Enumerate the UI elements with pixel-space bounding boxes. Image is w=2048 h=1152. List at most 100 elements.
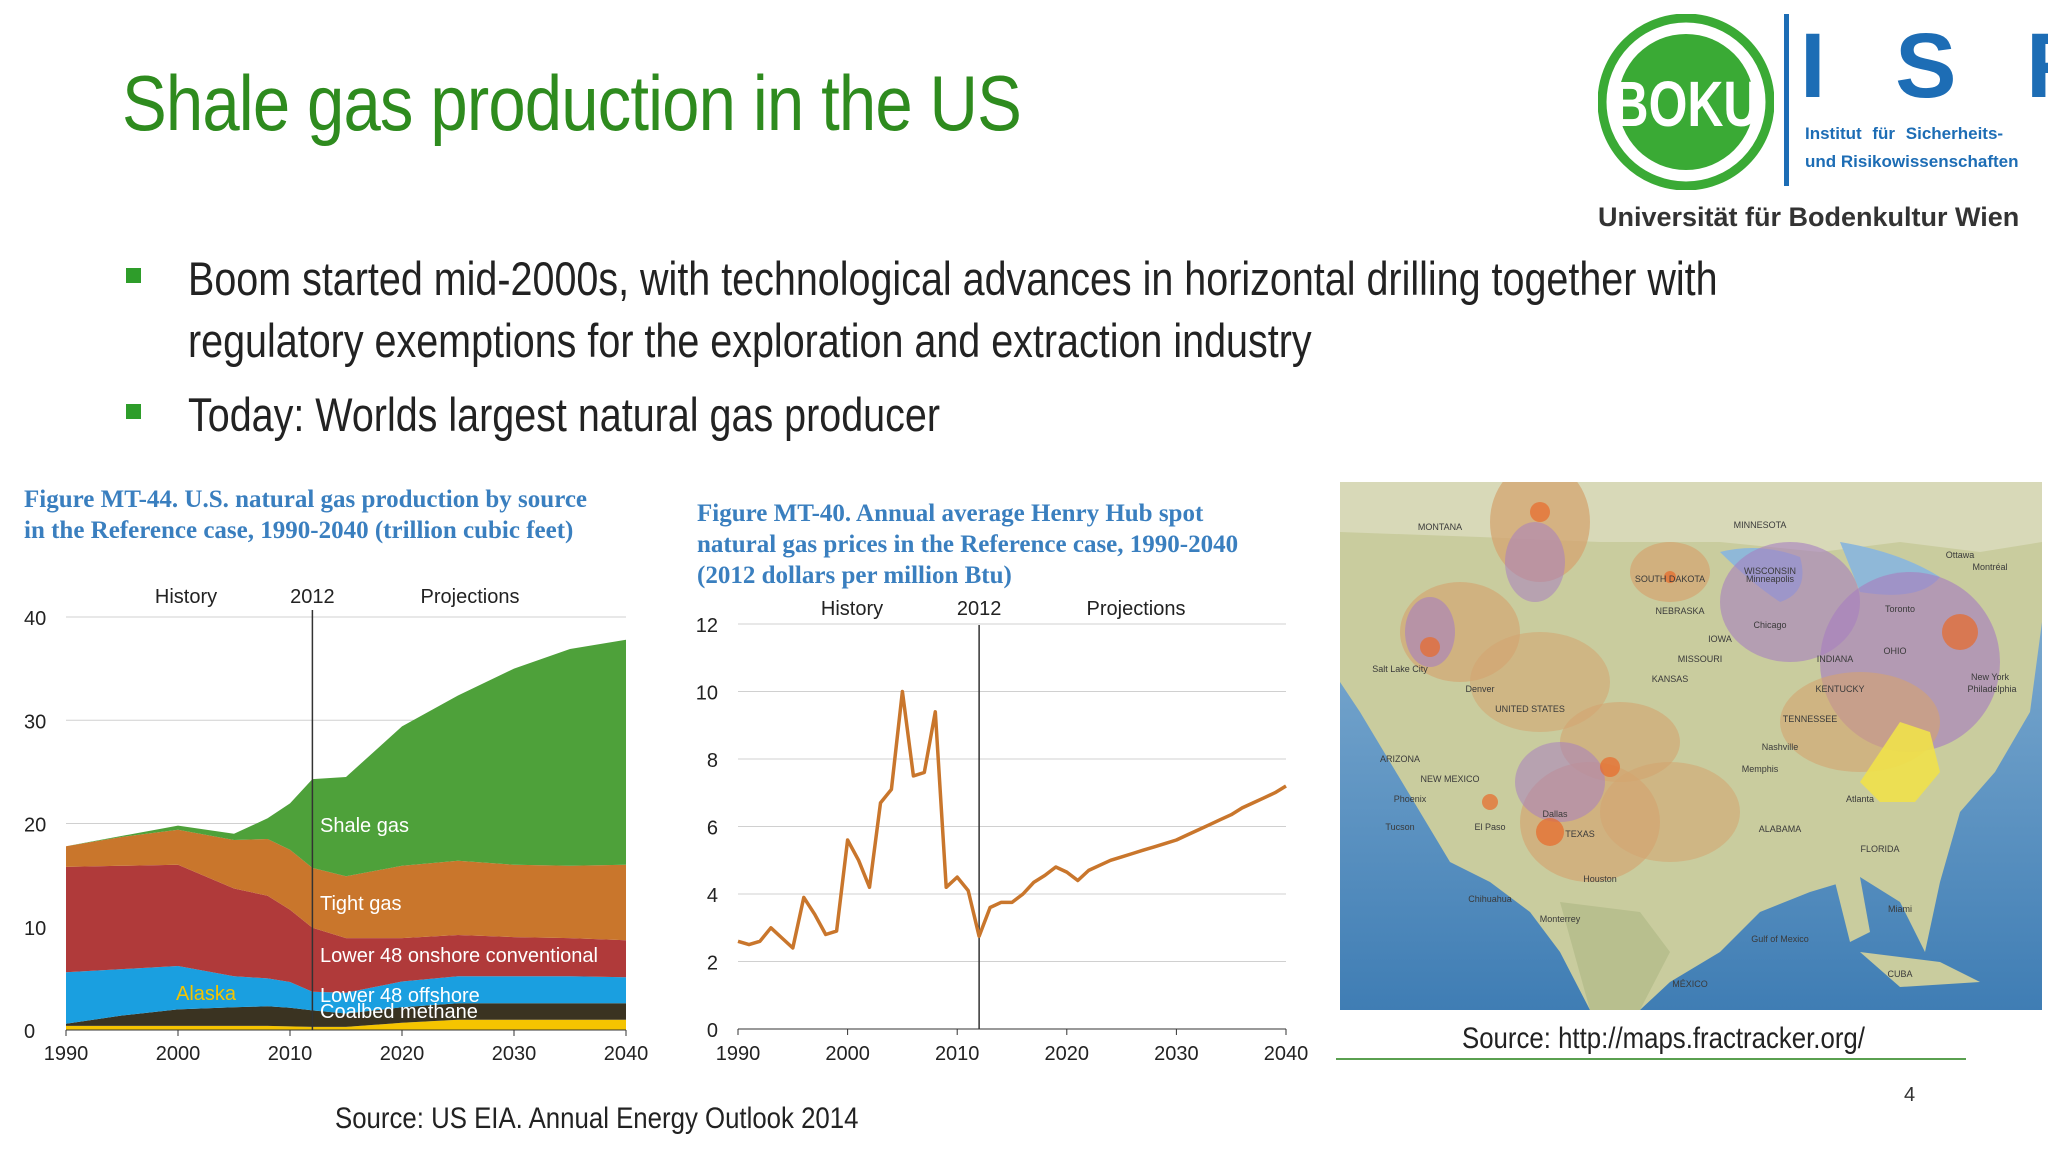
map-label: MINNESOTA — [1734, 520, 1787, 530]
series-label: Alaska — [176, 983, 237, 1005]
x-tick-label: 1990 — [44, 1043, 89, 1065]
map-source-underline — [1336, 1058, 1966, 1060]
slide-title: Shale gas production in the US — [122, 59, 1022, 147]
bullet-2-line-1: Today: Worlds largest natural gas produc… — [188, 388, 940, 441]
map-label: OHIO — [1883, 646, 1906, 656]
map-label: ARIZONA — [1380, 754, 1420, 764]
map-label: MÉXICO — [1672, 979, 1708, 989]
series-label: Coalbed methane — [320, 1001, 478, 1023]
area-series-lower-48-onshore-conventional — [66, 864, 626, 993]
map-label: Nashville — [1762, 742, 1799, 752]
map-label: Dallas — [1542, 809, 1568, 819]
chart2-title-line: natural gas prices in the Reference case… — [697, 531, 1239, 558]
boku-logo-mark: BOKU — [1597, 13, 1775, 191]
boku-logo: BOKU — [1597, 13, 1775, 191]
series-label: Lower 48 onshore conventional — [320, 945, 598, 967]
map-label: Philadelphia — [1967, 684, 2016, 694]
map-source: Source: http://maps.fractracker.org/ — [1462, 1022, 1865, 1055]
y-tick-label: 10 — [696, 683, 718, 705]
map-label: El Paso — [1474, 822, 1505, 832]
map-label: CUBA — [1887, 969, 1912, 979]
map-label: TEXAS — [1565, 829, 1595, 839]
series-label: Tight gas — [320, 893, 402, 915]
chart1-title-line: in the Reference case, 1990-2040 (trilli… — [24, 517, 574, 544]
map-label: KANSAS — [1652, 674, 1689, 684]
x-tick-label: 2010 — [935, 1043, 980, 1065]
map-label: New York — [1971, 672, 2010, 682]
area-series-alaska — [66, 1019, 626, 1030]
chart2-title-line: Figure MT-40. Annual average Henry Hub s… — [697, 500, 1204, 527]
map-label: Monterrey — [1540, 914, 1581, 924]
bullet-1-line-2: regulatory exemptions for the exploratio… — [188, 314, 1312, 367]
shale-map-image: MONTANA MINNESOTA WISCONSIN SOUTH DAKOTA NEB… — [1340, 482, 2042, 1010]
map-label: Chihuahua — [1468, 894, 1512, 904]
map-label: SOUTH DAKOTA — [1635, 574, 1705, 584]
x-tick-label: 2020 — [380, 1043, 425, 1065]
series-label: Lower 48 offshore — [320, 985, 480, 1007]
eia-source: Source: US EIA. Annual Energy Outlook 20… — [335, 1102, 859, 1135]
isr-logo-text: I S R — [1800, 15, 2048, 117]
map-label: Phoenix — [1394, 794, 1427, 804]
projections-label: Projections — [1087, 598, 1186, 620]
x-tick-label: 2040 — [1264, 1043, 1309, 1065]
price-series-line — [737, 689, 1287, 950]
x-tick-label: 2030 — [492, 1043, 537, 1065]
map-label: Montréal — [1972, 562, 2007, 572]
y-tick-label: 40 — [24, 608, 46, 630]
year-2012-label: 2012 — [957, 598, 1002, 620]
institute-line2: und Risikowissenschaften — [1805, 152, 2019, 171]
y-tick-label: 30 — [24, 711, 46, 733]
y-tick-label: 8 — [707, 750, 718, 772]
map-label: MISSOURI — [1678, 654, 1723, 664]
map-label: Atlanta — [1846, 794, 1874, 804]
history-label: History — [821, 598, 883, 620]
x-tick-label: 2000 — [156, 1043, 201, 1065]
chart2-title-line: (2012 dollars per million Btu) — [697, 562, 1012, 589]
map-label: Chicago — [1753, 620, 1786, 630]
x-tick-label: 2040 — [604, 1043, 649, 1065]
map-label: Toronto — [1885, 604, 1915, 614]
map-label: NEW MEXICO — [1420, 774, 1479, 784]
map-label: Houston — [1583, 874, 1617, 884]
bullet-marker — [126, 268, 141, 283]
page-number: 4 — [1904, 1084, 1916, 1106]
map-label: Denver — [1465, 684, 1494, 694]
map-label: Ottawa — [1946, 550, 1975, 560]
projections-label: Projections — [421, 586, 520, 608]
x-tick-label: 2000 — [825, 1043, 870, 1065]
map-label: Memphis — [1742, 764, 1779, 774]
x-tick-label: 2020 — [1045, 1043, 1090, 1065]
y-tick-label: 12 — [696, 615, 718, 637]
bullet-1-line-1: Boom started mid-2000s, with technologic… — [188, 252, 1718, 305]
map-label: NEBRASKA — [1655, 606, 1704, 616]
chart1-title-line: Figure MT-44. U.S. natural gas productio… — [24, 486, 588, 513]
y-tick-label: 2 — [707, 953, 718, 975]
map-label: Salt Lake City — [1372, 664, 1428, 674]
map-label: INDIANA — [1817, 654, 1854, 664]
institute-line1: Institut für Sicherheits- — [1805, 124, 2004, 143]
map-label: FLORIDA — [1860, 844, 1899, 854]
area-series-lower-48-offshore — [66, 966, 626, 1024]
map-label: ALABAMA — [1759, 824, 1802, 834]
x-tick-label: 2030 — [1154, 1043, 1199, 1065]
map-label: TENNESSEE — [1783, 714, 1838, 724]
history-label: History — [155, 586, 217, 608]
map-label: Tucson — [1385, 822, 1414, 832]
map-label: UNITED STATES — [1495, 704, 1565, 714]
map-label: IOWA — [1708, 634, 1732, 644]
y-tick-label: 0 — [24, 1021, 35, 1043]
map-label: WISCONSIN — [1744, 566, 1796, 576]
year-2012-label: 2012 — [290, 586, 335, 608]
y-tick-label: 6 — [707, 818, 718, 840]
x-tick-label: 2010 — [268, 1043, 313, 1065]
logo-divider — [1784, 14, 1789, 186]
x-tick-label: 1990 — [716, 1043, 761, 1065]
map-label: Minneapolis — [1746, 574, 1795, 584]
area-series-tight-gas — [66, 829, 626, 941]
shale-map: MONTANA MINNESOTA WISCONSIN SOUTH DAKOTA NEB… — [1340, 482, 2042, 1010]
y-tick-label: 10 — [24, 918, 46, 940]
map-label: Miami — [1888, 904, 1912, 914]
chart1-title: Figure MT-44. U.S. natural gas productio… — [24, 484, 587, 546]
area-series-coalbed-methane — [66, 1003, 626, 1027]
